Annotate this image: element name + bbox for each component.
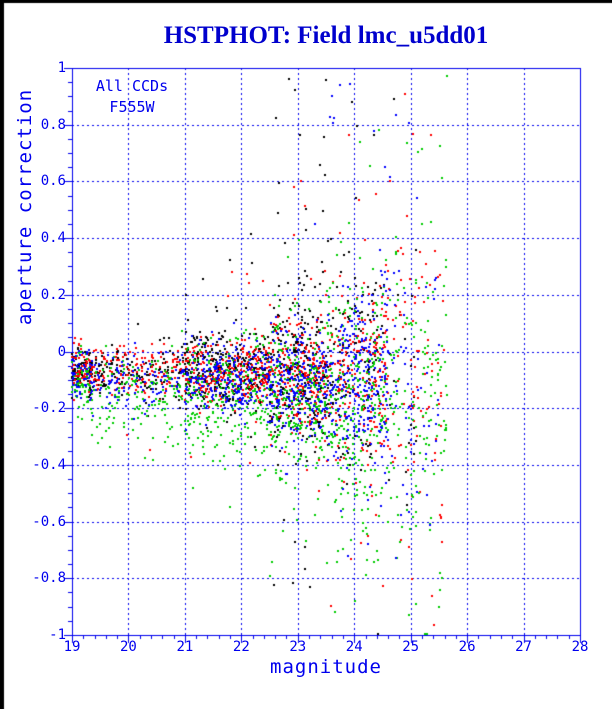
x-tick-label: 22: [232, 639, 250, 655]
y-tick-label: 0.4: [40, 230, 66, 247]
annotation-all-ccds: All CCDs: [95, 77, 169, 95]
x-tick-label: 28: [571, 639, 589, 655]
y-tick-label: -1: [49, 627, 66, 643]
y-tick-label: -0.8: [32, 570, 66, 587]
x-tick-label: 23: [289, 639, 307, 655]
annotation-filter-f555w: F555W: [109, 98, 155, 116]
x-tick-label: 24: [345, 639, 363, 655]
y-tick-label: -0.2: [32, 400, 66, 417]
y-tick-label: -0.4: [32, 456, 66, 473]
x-tick-label: 26: [458, 639, 476, 655]
x-tick-label: 19: [63, 639, 81, 655]
x-axis-label: magnitude: [270, 656, 382, 678]
x-tick-label: 27: [515, 639, 532, 655]
y-tick-label: 1: [57, 60, 66, 76]
annotation-box: All CCDs F555W: [86, 76, 178, 118]
y-tick-label: 0.8: [40, 116, 66, 133]
x-tick-label: 21: [176, 639, 194, 655]
y-tick-label: 0.6: [40, 173, 66, 190]
x-tick-label: 25: [402, 639, 420, 655]
y-tick-label: -0.6: [32, 513, 66, 530]
x-tick-label: 20: [120, 639, 137, 655]
y-tick-label: 0: [57, 343, 66, 360]
y-tick-label: 0.2: [40, 286, 66, 303]
page-title: HSTPHOT: Field lmc_u5dd01: [163, 22, 489, 49]
